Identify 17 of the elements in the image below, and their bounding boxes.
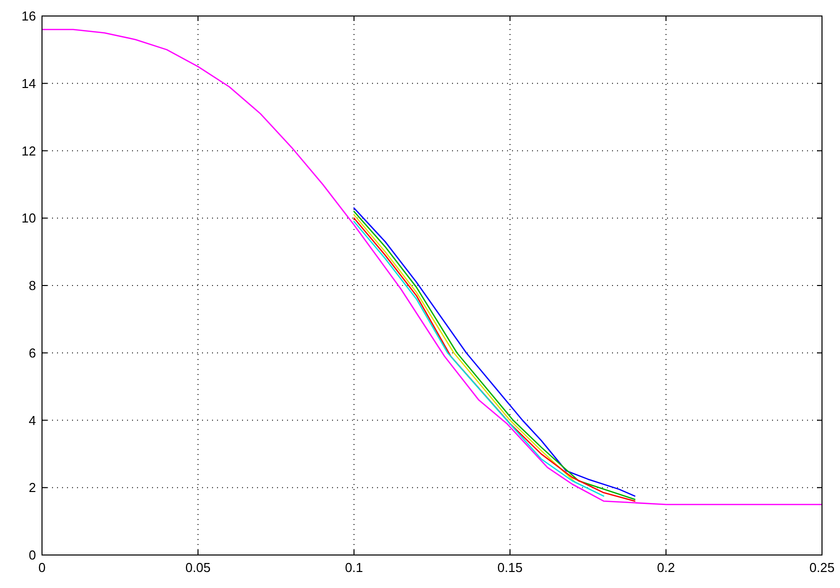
- line-series: [353, 214, 576, 484]
- y-tick-label: 6: [28, 345, 36, 360]
- x-tick-label: 0.2: [656, 560, 676, 575]
- line-series: [41, 28, 823, 506]
- y-tick-label: 12: [22, 143, 36, 158]
- x-tick-label: 0: [38, 560, 46, 575]
- x-tick-label: 0.25: [809, 560, 835, 575]
- y-tick-label: 16: [22, 8, 36, 24]
- y-tick-label: 2: [28, 480, 36, 496]
- y-tick-label: 10: [22, 210, 36, 226]
- y-tick-label: 14: [22, 76, 36, 91]
- x-tick-label: 0.15: [497, 560, 523, 575]
- y-tick-label: 0: [28, 548, 36, 563]
- y-tick-label: 4: [28, 412, 36, 428]
- x-tick-label: 0.05: [185, 560, 211, 575]
- x-tick-label: 0.1: [344, 560, 364, 575]
- y-tick-label: 8: [28, 278, 36, 294]
